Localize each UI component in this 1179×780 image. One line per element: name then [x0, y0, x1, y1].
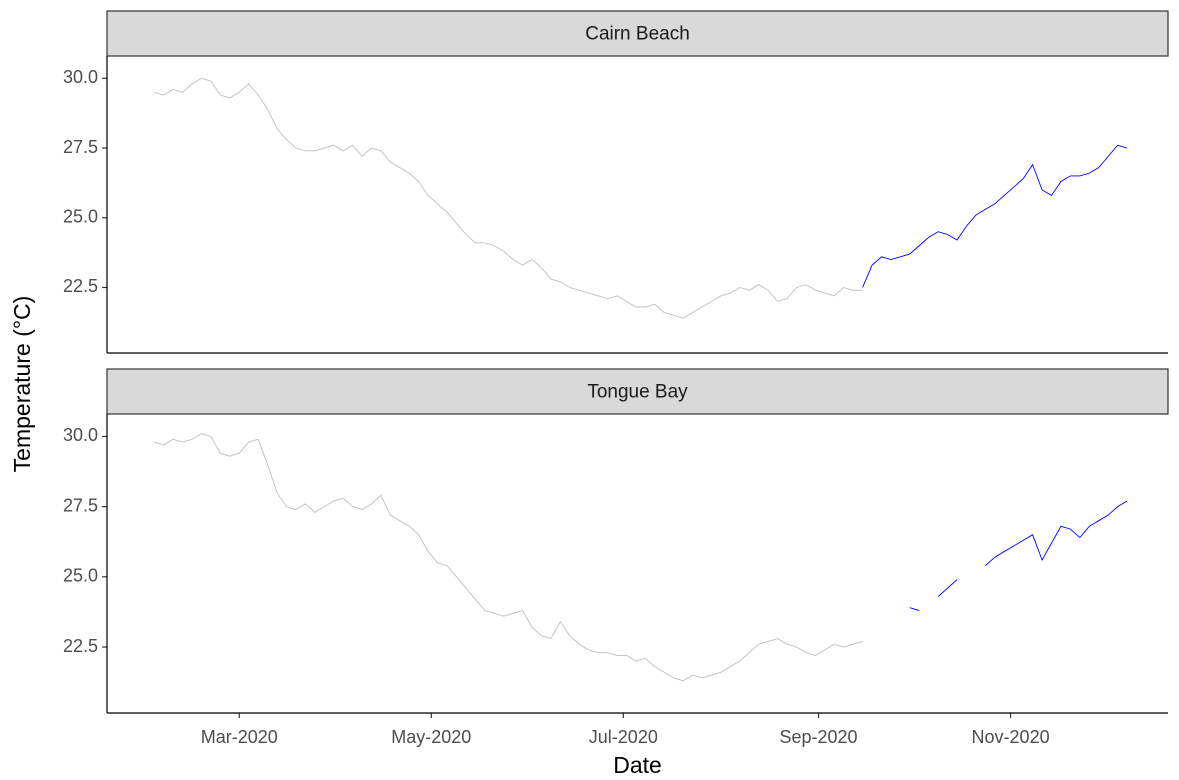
facet-title: Tongue Bay	[587, 382, 688, 403]
x-tick-label: May-2020	[391, 727, 471, 747]
x-tick-label: Sep-2020	[779, 727, 857, 747]
y-tick-label: 22.5	[63, 636, 98, 656]
y-tick-label: 30.0	[63, 67, 98, 87]
y-tick-label: 27.5	[63, 495, 98, 515]
facet-title: Cairn Beach	[585, 24, 690, 45]
temperature-line	[909, 607, 920, 611]
temperature-line	[154, 433, 863, 682]
y-tick-label: 27.5	[63, 137, 98, 157]
y-tick-label: 25.0	[63, 206, 98, 226]
y-tick-label: 25.0	[63, 566, 98, 586]
x-tick-label: Jul-2020	[589, 727, 658, 747]
y-axis-title: Temperature (°C)	[9, 296, 35, 473]
x-tick-label: Mar-2020	[201, 727, 278, 747]
temperature-line	[862, 144, 1128, 288]
x-tick-label: Nov-2020	[972, 727, 1050, 747]
x-axis-title: Date	[613, 752, 662, 778]
temperature-line	[985, 500, 1128, 566]
temperature-line	[154, 77, 863, 319]
y-tick-label: 30.0	[63, 425, 98, 445]
facet-strip	[106, 10, 1169, 57]
temperature-line	[937, 579, 958, 597]
facet-strip	[106, 368, 1169, 415]
y-tick-label: 22.5	[63, 276, 98, 296]
